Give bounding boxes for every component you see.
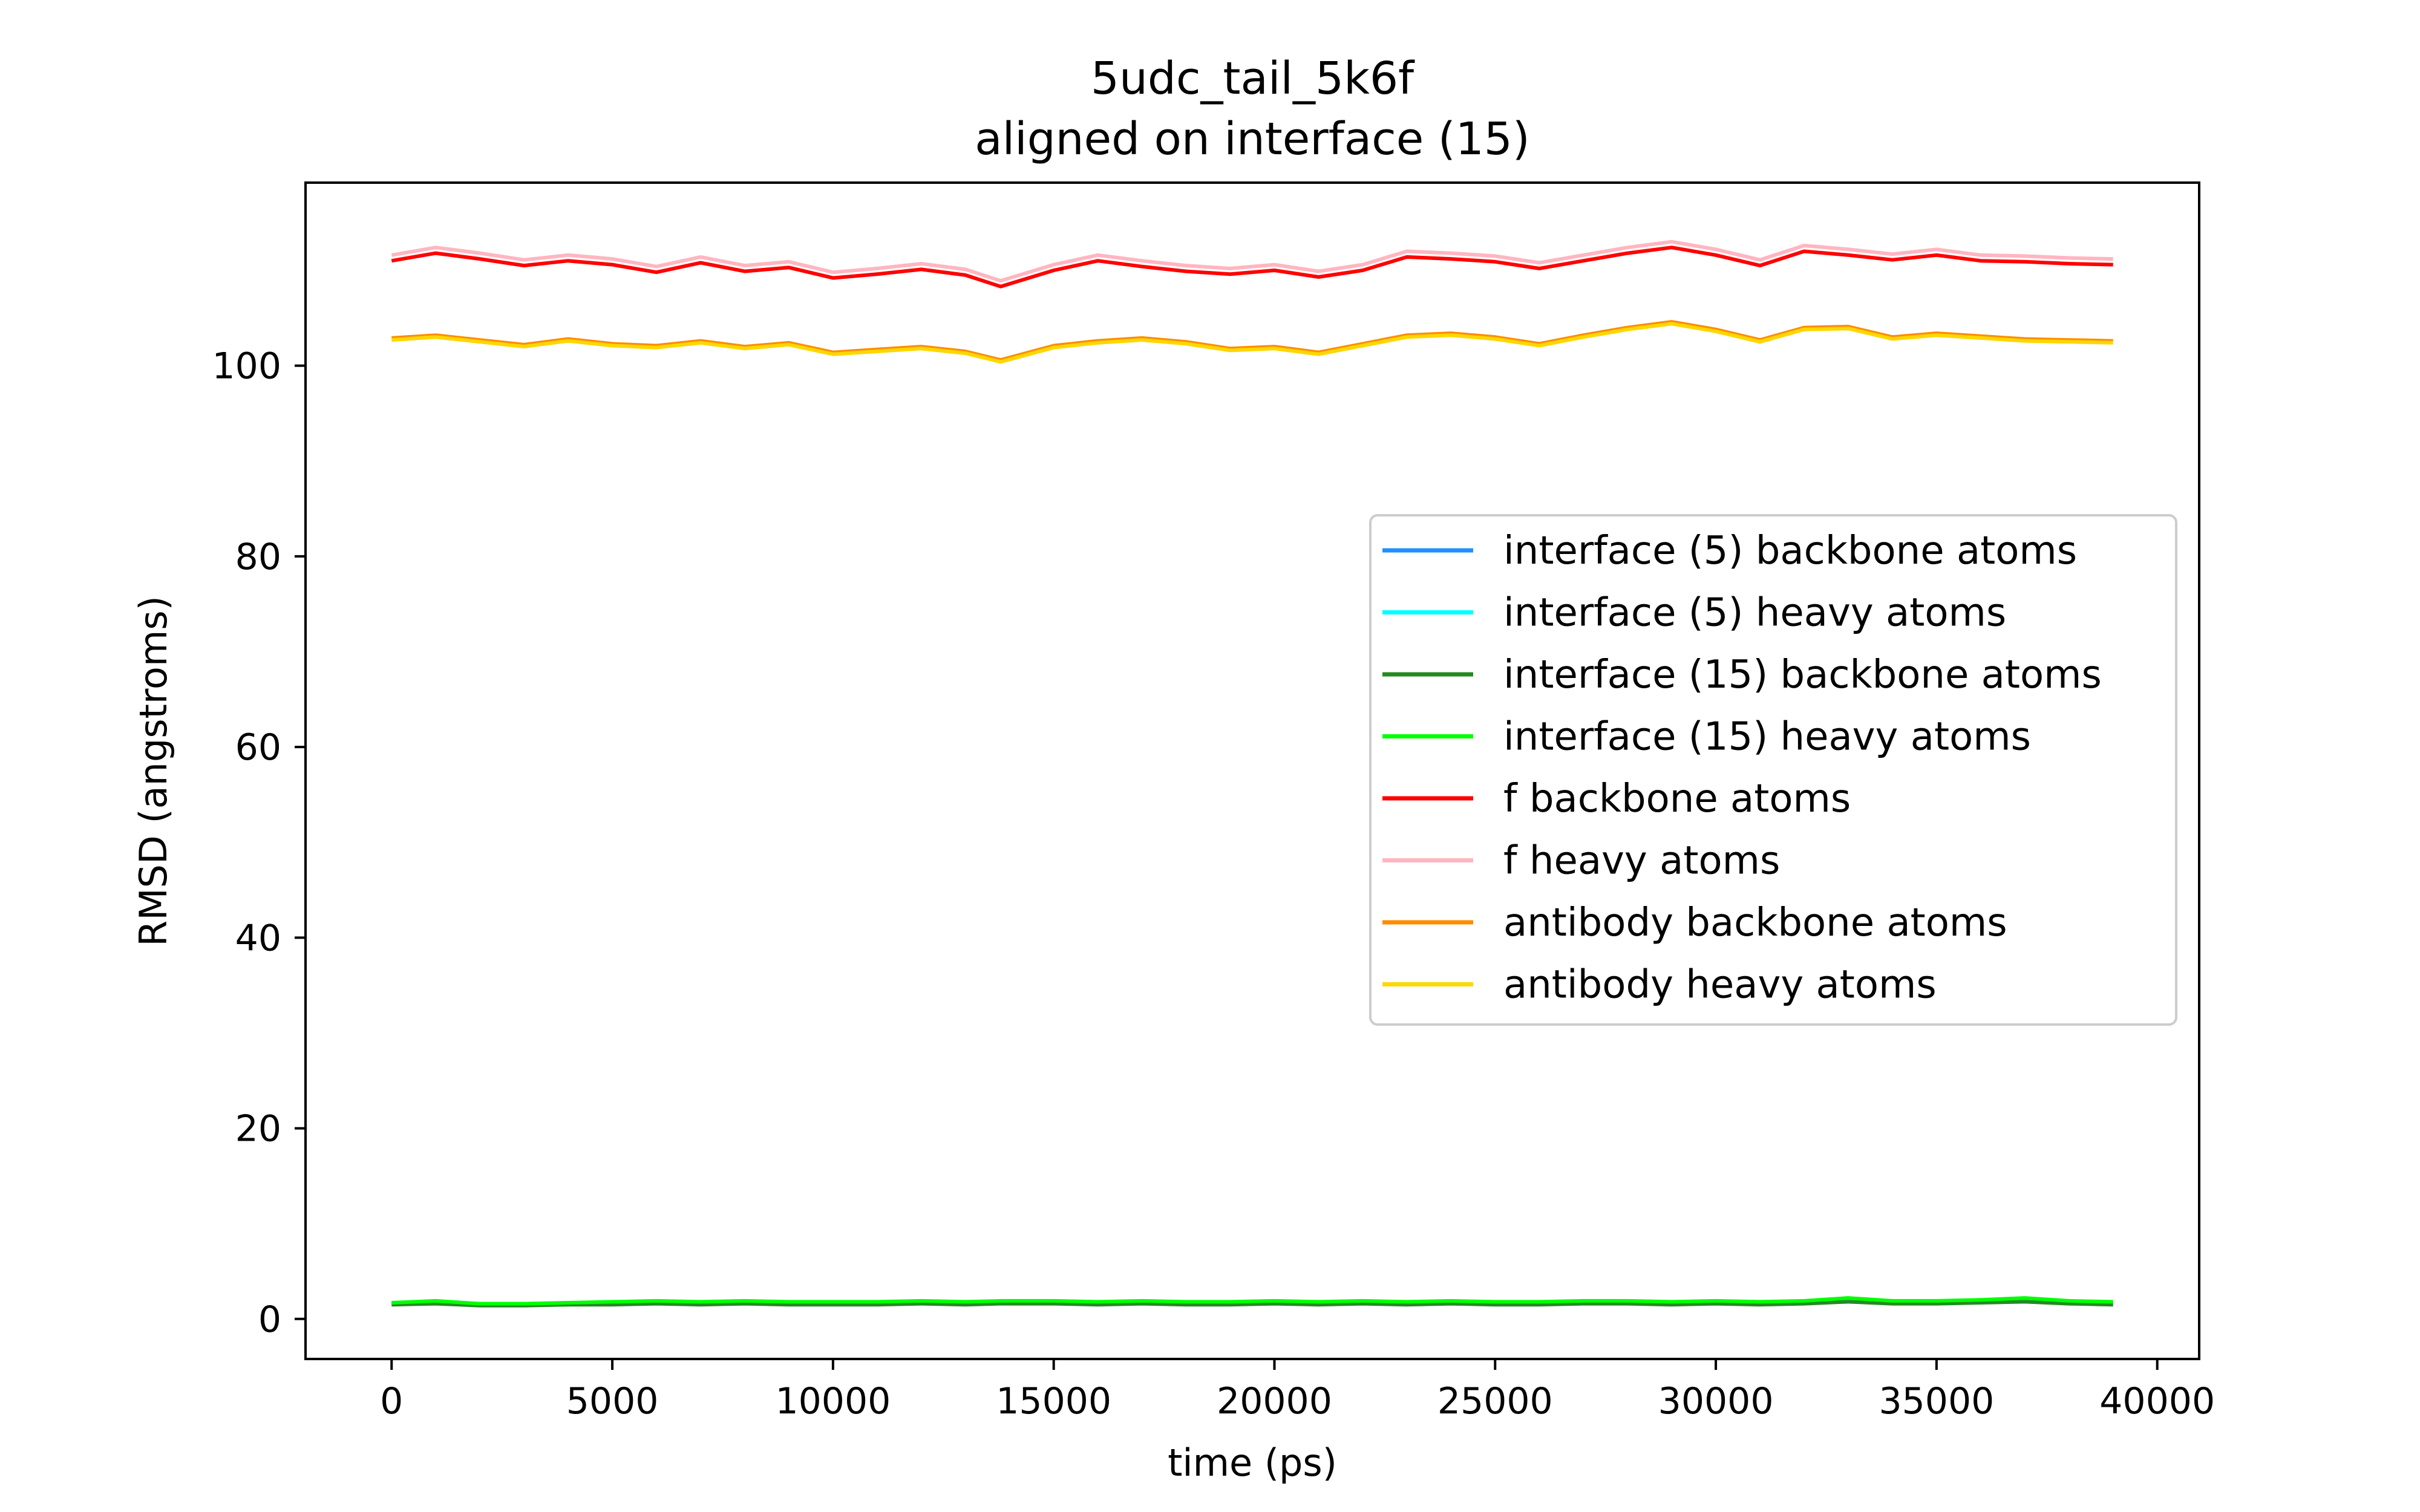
legend-entry-label: antibody heavy atoms: [1503, 963, 1937, 1008]
x-tick-label: 0: [380, 1380, 403, 1422]
x-tick-label: 15000: [996, 1380, 1111, 1422]
series-line-7: [391, 320, 2113, 362]
legend-entry-label: interface (5) heavy atoms: [1503, 591, 2006, 636]
legend-entry-label: interface (15) heavy atoms: [1503, 715, 2031, 760]
legend: interface (5) backbone atoms interface (5…: [1369, 514, 2177, 1026]
y-tick-label: 0: [258, 1299, 281, 1341]
legend-box: [1369, 514, 2177, 1026]
chart-subtitle: aligned on interface (15): [975, 113, 1530, 165]
series-line-4: [391, 1296, 2113, 1306]
y-tick-label: 40: [235, 917, 281, 959]
y-tick-label: 60: [235, 726, 281, 769]
x-tick-label: 20000: [1217, 1380, 1332, 1422]
legend-entry-label: f heavy atoms: [1503, 839, 1780, 884]
series-line-3: [391, 1300, 2113, 1308]
x-tick-label: 10000: [775, 1380, 891, 1422]
x-tick-label: 35000: [1879, 1380, 1994, 1422]
y-axis-ticks: 0 20 40 60 80 100: [212, 345, 306, 1341]
series-line-5: [391, 246, 2113, 288]
y-tick-label: 20: [235, 1108, 281, 1150]
legend-entry-label: interface (15) backbone atoms: [1503, 653, 2102, 697]
y-axis-label: RMSD (angstroms): [131, 596, 175, 947]
y-tick-label: 100: [212, 345, 281, 388]
legend-entry-label: antibody backbone atoms: [1503, 901, 2007, 945]
series-layer: [391, 240, 2113, 1308]
x-tick-label: 30000: [1658, 1380, 1774, 1422]
x-axis-ticks: 0 5000 10000 15000 20000 25000 30000 35000 40000: [380, 1359, 2215, 1422]
plot-frame: [304, 181, 2200, 1360]
legend-entry-label: interface (5) backbone atoms: [1503, 529, 2077, 573]
x-tick-label: 40000: [2099, 1380, 2215, 1422]
y-tick-label: 80: [235, 536, 281, 578]
x-tick-label: 25000: [1437, 1380, 1553, 1422]
series-line-6: [391, 240, 2113, 283]
x-tick-label: 5000: [566, 1380, 659, 1422]
series-line-8: [391, 322, 2113, 364]
x-axis-label: time (ps): [1168, 1441, 1337, 1485]
legend-entry-label: f backbone atoms: [1503, 777, 1851, 821]
chart-title: 5udc_tail_5k6f: [1091, 53, 1415, 105]
